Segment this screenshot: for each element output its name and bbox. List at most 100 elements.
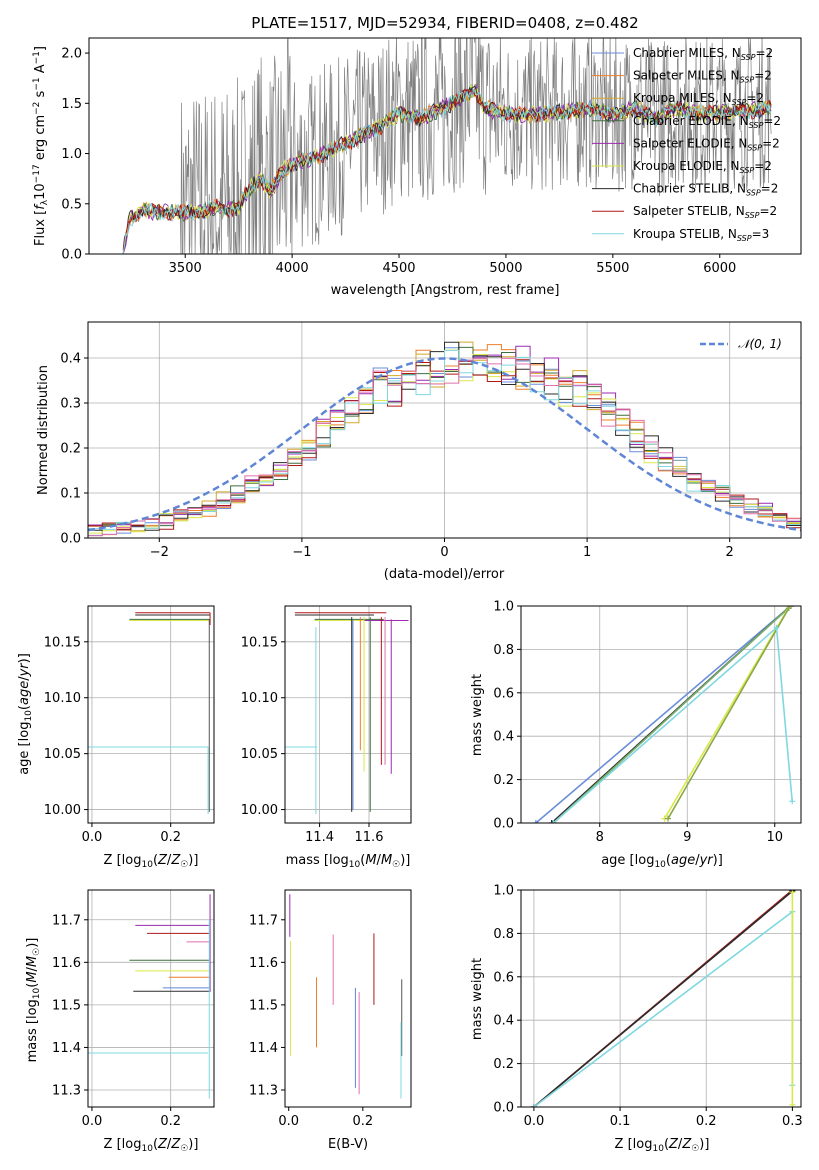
p5-marker bbox=[532, 820, 539, 823]
spectrum-ytick-label: 1.5 bbox=[61, 97, 82, 112]
p6-xtick-label: 0.0 bbox=[82, 1114, 103, 1129]
spectrum-legend: Chabrier MILES, NSSP=2 Salpeter MILES, NS… bbox=[592, 46, 781, 243]
spectrum-xtick-label: 4000 bbox=[276, 261, 309, 276]
residual-legend: 𝒩(0, 1) bbox=[700, 337, 782, 351]
gaussian-reference-line bbox=[87, 357, 802, 532]
p3-xlabel: Z [log10(Z/Z☉)] bbox=[104, 853, 199, 870]
p3-ytick-label: 10.05 bbox=[44, 747, 81, 762]
p4-marks bbox=[285, 612, 409, 815]
p5-xlabel: age [log10(age/yr)] bbox=[601, 853, 723, 870]
p5-ytick-label: 1.0 bbox=[493, 600, 514, 615]
p8-xtick-label: 0.0 bbox=[524, 1114, 545, 1129]
p7-ytick-label: 11.5 bbox=[249, 998, 278, 1013]
p6-ytick-label: 11.4 bbox=[52, 1041, 81, 1056]
p6-ytick-label: 11.7 bbox=[52, 913, 81, 928]
p5-xtick-label: 9 bbox=[683, 830, 691, 845]
residual-xtick-label: −2 bbox=[150, 545, 169, 560]
p7-xtick-label: 0.0 bbox=[278, 1114, 299, 1129]
spectrum-ytick-label: 0.0 bbox=[61, 248, 82, 263]
p3-ytick-label: 10.10 bbox=[44, 691, 81, 706]
age-vs-mass-panel: 11.4 11.6 10.00 10.05 10.10 10.15 bbox=[241, 605, 412, 845]
spectrum-title: PLATE=1517, MJD=52934, FIBERID=0408, z=0… bbox=[251, 14, 638, 32]
p3-frame bbox=[87, 605, 215, 824]
p5-ytick-label: 0.8 bbox=[493, 643, 514, 658]
p8-ytick-label: 0.8 bbox=[493, 927, 514, 942]
legend-label-2: Kroupa MILES, NSSP=2 bbox=[633, 91, 764, 107]
spectrum-ytick-label: 0.5 bbox=[61, 197, 82, 212]
p8-ytick-label: 0.0 bbox=[493, 1101, 514, 1116]
p8-marks bbox=[530, 890, 796, 1107]
residual-ytick-label: 0.0 bbox=[60, 532, 81, 547]
spectrum-lines bbox=[122, 38, 772, 254]
residual-histogram-9 bbox=[88, 357, 801, 537]
p6-ytick-label: 11.3 bbox=[52, 1083, 81, 1098]
residual-xtick-label: 0 bbox=[440, 545, 448, 560]
legend-label-8: Kroupa STELIB, NSSP=3 bbox=[633, 227, 769, 243]
legend-label-0: Chabrier MILES, NSSP=2 bbox=[633, 46, 773, 62]
p4-frame bbox=[284, 605, 412, 824]
residual-ytick-label: 0.1 bbox=[60, 487, 81, 502]
p7-ytick-label: 11.6 bbox=[249, 956, 278, 971]
residual-ytick-label: 0.2 bbox=[60, 442, 81, 457]
p4-ytick-label: 10.10 bbox=[241, 691, 278, 706]
spectrum-xtick-label: 6000 bbox=[703, 261, 736, 276]
p7-ytick-label: 11.7 bbox=[249, 913, 278, 928]
p8-xtick-label: 0.2 bbox=[696, 1114, 717, 1129]
p5-ytick-label: 0.4 bbox=[493, 730, 514, 745]
residual-xtick-label: 1 bbox=[583, 545, 591, 560]
p6-xlabel: Z [log10(Z/Z☉)] bbox=[104, 1137, 199, 1154]
age-vs-z-panel: 0.0 0.2 10.00 10.05 10.10 10.15 bbox=[44, 605, 215, 845]
p3-ylabel: age [log10(age/yr)] bbox=[17, 653, 34, 775]
p4-xtick-label: 11.6 bbox=[355, 830, 384, 845]
p7-xlabel: E(B-V) bbox=[328, 1137, 368, 1152]
p5-xtick-label: 10 bbox=[766, 830, 783, 845]
legend-label-4: Salpeter ELODIE, NSSP=2 bbox=[633, 136, 780, 152]
p5-line-4 bbox=[663, 606, 791, 820]
p6-frame bbox=[87, 889, 215, 1108]
p5-marker bbox=[665, 815, 671, 822]
residual-xtick-label: 2 bbox=[726, 545, 734, 560]
p3-xtick-label: 0.0 bbox=[82, 830, 103, 845]
legend-label-3: Chabrier ELODIE, NSSP=2 bbox=[633, 114, 781, 130]
p8-ytick-label: 0.4 bbox=[493, 1014, 514, 1029]
p8-xlabel: Z [log10(Z/Z☉)] bbox=[615, 1137, 710, 1154]
p5-line-5 bbox=[667, 607, 790, 820]
p8-xtick-label: 0.1 bbox=[610, 1114, 631, 1129]
p5-line-6 bbox=[552, 626, 793, 823]
p4-xtick-label: 11.4 bbox=[305, 830, 334, 845]
p8-marker bbox=[530, 1104, 537, 1107]
spectrum-ylabel: Flux [fλ10−17 erg cm−2 s−1 A−1] bbox=[32, 46, 50, 246]
p3-ytick-label: 10.00 bbox=[44, 803, 81, 818]
p5-ytick-label: 0.6 bbox=[493, 686, 514, 701]
residual-ytick-label: 0.3 bbox=[60, 397, 81, 412]
spectrum-ytick-label: 1.0 bbox=[61, 147, 82, 162]
mass-weight-vs-age-panel: 8 9 10 0.0 0.2 0.4 0.6 0.8 1.0 bbox=[493, 600, 802, 845]
p3-ytick-label: 10.15 bbox=[44, 635, 81, 650]
p7-xtick-label: 0.2 bbox=[352, 1114, 373, 1129]
p5-marker bbox=[550, 820, 557, 823]
p5-marker bbox=[773, 624, 780, 631]
p5-marker bbox=[789, 798, 796, 805]
p6-marks bbox=[88, 894, 211, 1099]
legend-label-5: Kroupa ELODIE, NSSP=2 bbox=[633, 159, 772, 175]
p8-xtick-label: 0.3 bbox=[782, 1114, 803, 1129]
model-line-8 bbox=[122, 89, 772, 254]
gaussian-legend-label: 𝒩(0, 1) bbox=[738, 337, 782, 351]
p8-ylabel: mass weight bbox=[470, 958, 485, 1040]
spectrum-ytick-label: 2.0 bbox=[61, 47, 82, 62]
p5-ytick-label: 0.0 bbox=[493, 817, 514, 832]
residual-frame bbox=[87, 321, 802, 539]
p5-line-0 bbox=[535, 606, 792, 823]
p8-line-1 bbox=[533, 890, 793, 1107]
p8-frame bbox=[520, 889, 802, 1108]
p6-ytick-label: 11.5 bbox=[52, 998, 81, 1013]
p8-ytick-label: 1.0 bbox=[493, 884, 514, 899]
legend-label-7: Salpeter STELIB, NSSP=2 bbox=[633, 204, 777, 220]
residual-ytick-label: 0.4 bbox=[60, 352, 81, 367]
p8-ytick-label: 0.6 bbox=[493, 970, 514, 985]
observed-spectrum-line bbox=[122, 38, 772, 254]
spectrum-xtick-label: 3500 bbox=[169, 261, 202, 276]
p7-ytick-label: 11.3 bbox=[249, 1083, 278, 1098]
spectrum-xtick-label: 5500 bbox=[596, 261, 629, 276]
p6-xtick-label: 0.2 bbox=[160, 1114, 181, 1129]
